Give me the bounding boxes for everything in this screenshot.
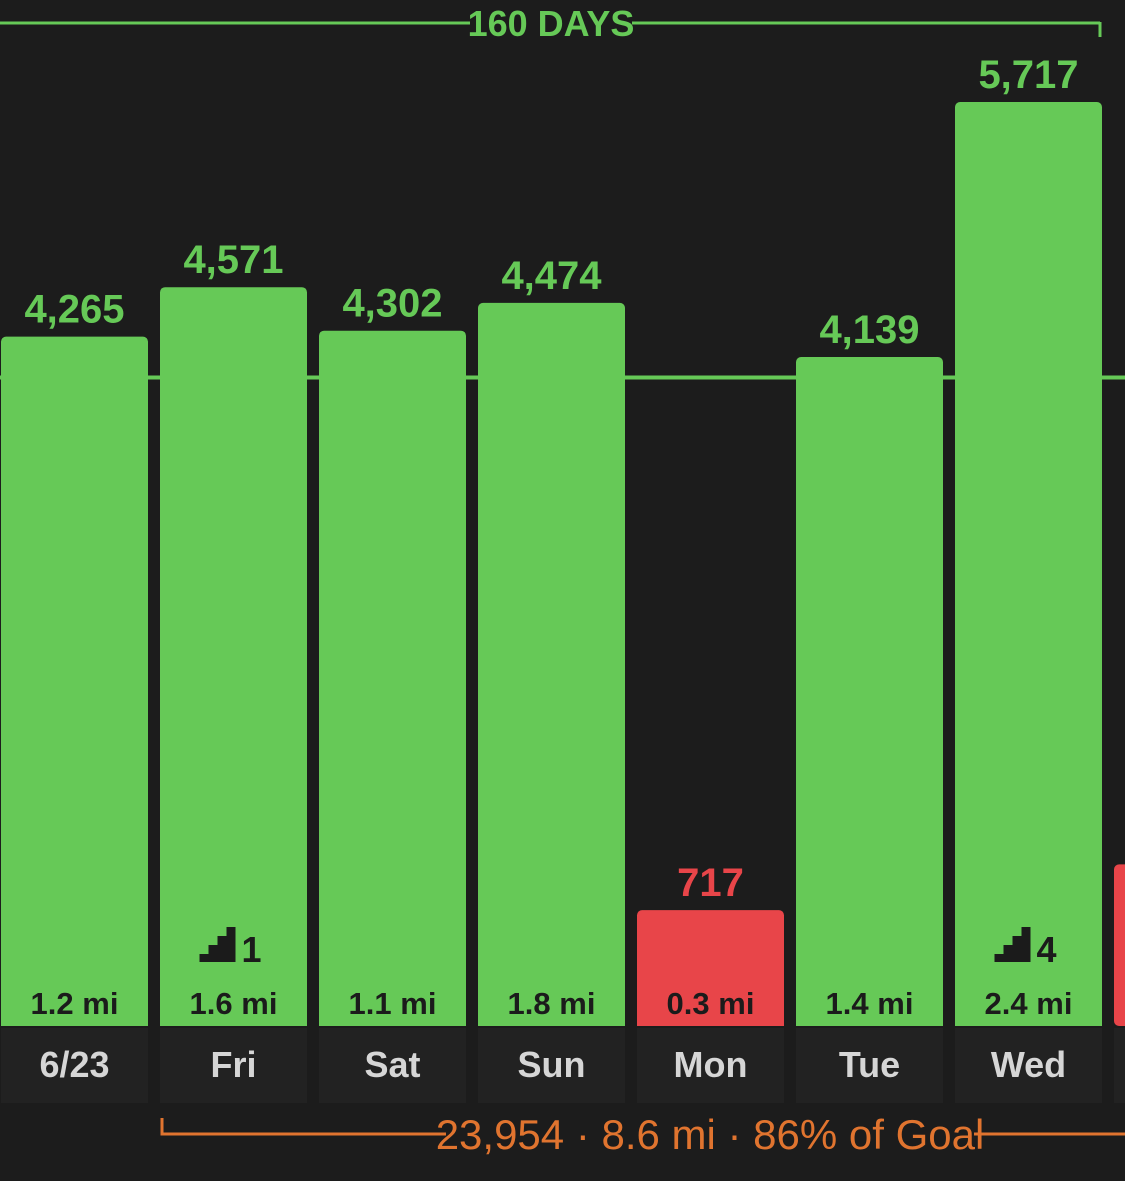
bar-distance-label: 2.4 mi bbox=[985, 986, 1073, 1021]
day-band bbox=[955, 1028, 1102, 1103]
bar-distance-label: 1.4 mi bbox=[826, 986, 914, 1021]
bar-sun[interactable] bbox=[478, 302, 625, 1026]
bar-distance-label: 1.8 mi bbox=[508, 986, 596, 1021]
bar-base bbox=[160, 1018, 307, 1026]
bar-distance-label: 0.3 mi bbox=[667, 986, 755, 1021]
day-label: Sat bbox=[364, 1044, 420, 1085]
bar-value-label: 5,717 bbox=[978, 53, 1078, 97]
day-label: Fri bbox=[210, 1044, 256, 1085]
bar-value-label: 717 bbox=[677, 861, 744, 905]
flights-count: 1 bbox=[242, 929, 262, 970]
bar-next-partial bbox=[1114, 864, 1125, 1026]
day-label-bands bbox=[1, 1028, 1125, 1103]
stairs-icon bbox=[994, 927, 1031, 962]
bar-distance-label: 1.6 mi bbox=[190, 986, 278, 1021]
bar-value-label: 4,265 bbox=[24, 288, 124, 332]
day-label: Wed bbox=[991, 1044, 1066, 1085]
bar-labels-layer: 4,265 1.2 mi 6/23 4,571 1.6 mi 1 Fri 4,302 1.1 m… bbox=[24, 53, 1078, 1085]
day-band bbox=[1, 1028, 148, 1103]
day-band bbox=[637, 1028, 784, 1103]
flights-climbed-badge: 1 bbox=[199, 927, 262, 970]
bar-distance-label: 1.1 mi bbox=[349, 986, 437, 1021]
day-label: 6/23 bbox=[39, 1044, 109, 1085]
bars-layer bbox=[1, 102, 1125, 1026]
summary-bracket: 23,954 · 8.6 mi · 86% of Goal bbox=[160, 1111, 1125, 1158]
day-band bbox=[796, 1028, 943, 1103]
day-label: Sun bbox=[518, 1044, 586, 1085]
bar-tue[interactable] bbox=[796, 357, 943, 1026]
day-band bbox=[1114, 1028, 1125, 1103]
day-band bbox=[319, 1028, 466, 1103]
bar-base bbox=[796, 1018, 943, 1026]
bar-value-label: 4,571 bbox=[183, 238, 283, 282]
flights-climbed-badge: 4 bbox=[994, 927, 1057, 970]
day-label: Tue bbox=[839, 1044, 900, 1085]
bar-base bbox=[478, 1018, 625, 1026]
bar-fri[interactable] bbox=[160, 287, 307, 1026]
bar-distance-label: 1.2 mi bbox=[31, 986, 119, 1021]
day-label: Mon bbox=[674, 1044, 748, 1085]
bar-value-label: 4,474 bbox=[501, 254, 602, 298]
streak-bracket: 160 DAYS bbox=[0, 3, 1102, 44]
bar-sat[interactable] bbox=[319, 330, 466, 1026]
day-band bbox=[160, 1028, 307, 1103]
bar-base bbox=[319, 1018, 466, 1026]
stairs-icon bbox=[199, 927, 236, 962]
day-band bbox=[478, 1028, 625, 1103]
weekly-summary: 23,954 · 8.6 mi · 86% of Goal bbox=[436, 1111, 985, 1158]
bar-wed[interactable] bbox=[955, 102, 1102, 1026]
bar-6-23[interactable] bbox=[1, 336, 148, 1026]
bar-mon[interactable] bbox=[637, 910, 784, 1026]
bar-base bbox=[955, 1018, 1102, 1026]
flights-count: 4 bbox=[1037, 929, 1057, 970]
streak-label: 160 DAYS bbox=[468, 3, 635, 44]
bar-value-label: 4,139 bbox=[819, 308, 919, 352]
summary-bracket-line-left bbox=[160, 1118, 446, 1136]
bar-value-label: 4,302 bbox=[342, 282, 442, 326]
bar-base bbox=[1, 1018, 148, 1026]
bar-base bbox=[637, 1018, 784, 1026]
